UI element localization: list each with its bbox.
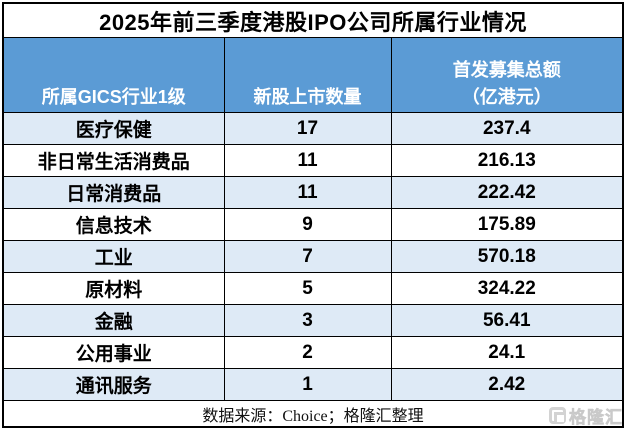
column-header-industry-label: 所属GICS行业1级: [41, 87, 186, 108]
column-header-industry: 所属GICS行业1级: [2, 37, 225, 114]
header-row: 所属GICS行业1级 新股上市数量 首发募集总额 （亿港元）: [2, 37, 624, 114]
cell-count: 17: [223, 112, 392, 146]
table-row: 公用事业 2 24.1: [2, 336, 624, 370]
cell-count: 1: [223, 368, 392, 402]
cell-count: 3: [223, 304, 392, 338]
table-row: 医疗保健 17 237.4: [2, 112, 624, 146]
column-header-amount-line2: （亿港元）: [461, 87, 552, 108]
table-row: 非日常生活消费品 11 216.13: [2, 144, 624, 178]
cell-amount: 56.41: [390, 304, 624, 338]
column-header-amount: 首发募集总额 （亿港元）: [390, 37, 624, 114]
cell-industry: 通讯服务: [2, 368, 225, 402]
cell-amount: 222.42: [390, 176, 624, 210]
cell-count: 11: [223, 144, 392, 178]
cell-industry: 日常消费品: [2, 176, 225, 210]
cell-industry: 工业: [2, 240, 225, 274]
table-row: 金融 3 56.41: [2, 304, 624, 338]
table-row: 日常消费品 11 222.42: [2, 176, 624, 210]
cell-industry: 原材料: [2, 272, 225, 306]
cell-amount: 175.89: [390, 208, 624, 242]
table-row: 工业 7 570.18: [2, 240, 624, 274]
table-row: 通讯服务 1 2.42: [2, 368, 624, 402]
cell-industry: 非日常生活消费品: [2, 144, 225, 178]
table-row: 信息技术 9 175.89: [2, 208, 624, 242]
footer-row: 数据来源：Choice；格隆汇整理: [2, 400, 624, 428]
ipo-industry-table: 2025年前三季度港股IPO公司所属行业情况 所属GICS行业1级 新股上市数量…: [2, 2, 624, 428]
cell-amount: 2.42: [390, 368, 624, 402]
cell-industry: 金融: [2, 304, 225, 338]
cell-industry: 医疗保健: [2, 112, 225, 146]
cell-count: 7: [223, 240, 392, 274]
column-header-count-label: 新股上市数量: [253, 87, 362, 108]
cell-count: 11: [223, 176, 392, 210]
column-header-count: 新股上市数量: [223, 37, 392, 114]
table-title: 2025年前三季度港股IPO公司所属行业情况: [2, 2, 624, 39]
cell-industry: 公用事业: [2, 336, 225, 370]
cell-amount: 24.1: [390, 336, 624, 370]
cell-count: 5: [223, 272, 392, 306]
cell-count: 2: [223, 336, 392, 370]
title-row: 2025年前三季度港股IPO公司所属行业情况: [2, 2, 624, 39]
cell-count: 9: [223, 208, 392, 242]
column-header-amount-line1: 首发募集总额: [452, 59, 561, 80]
table-row: 原材料 5 324.22: [2, 272, 624, 306]
cell-industry: 信息技术: [2, 208, 225, 242]
cell-amount: 237.4: [390, 112, 624, 146]
cell-amount: 216.13: [390, 144, 624, 178]
cell-amount: 324.22: [390, 272, 624, 306]
data-source-note: 数据来源：Choice；格隆汇整理: [2, 400, 624, 428]
cell-amount: 570.18: [390, 240, 624, 274]
